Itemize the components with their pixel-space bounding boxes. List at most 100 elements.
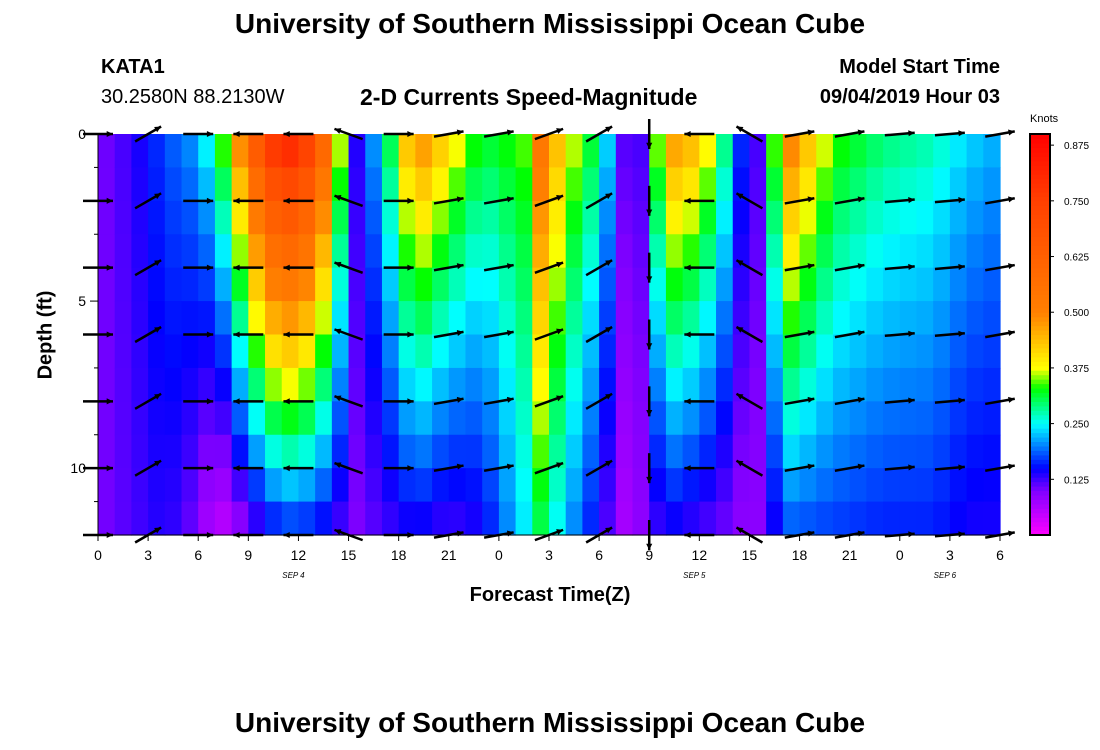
heatmap-cell [114, 401, 133, 436]
heatmap-cell [799, 468, 817, 503]
heatmap-cell [716, 367, 734, 402]
heatmap-cell [532, 367, 550, 402]
heatmap-cell [231, 301, 249, 336]
model-start-label: Model Start Time [839, 56, 1000, 78]
heatmap-cell [231, 468, 249, 503]
heatmap-cell [832, 267, 851, 302]
heatmap-cell [315, 167, 333, 202]
heatmap-cell [966, 167, 984, 202]
heatmap-cell [381, 167, 400, 202]
colorbar-segment [1030, 485, 1050, 492]
heatmap-cell [398, 267, 416, 302]
colorbar-segment [1030, 209, 1050, 215]
heatmap-cell [448, 401, 467, 436]
heatmap-cell [916, 134, 934, 169]
current-vector-head [605, 126, 613, 133]
heatmap-cell [766, 267, 784, 302]
heatmap-cell [849, 134, 867, 169]
heatmap-cell [665, 367, 684, 402]
heatmap-cell [198, 367, 216, 402]
heatmap-cell [766, 134, 784, 169]
colorbar-segment [1030, 294, 1050, 300]
heatmap-cell [398, 334, 416, 369]
current-vector-head [154, 193, 162, 200]
heatmap-cell [933, 401, 951, 436]
heatmap-cell [265, 367, 283, 402]
current-vector-head [233, 465, 240, 472]
heatmap-cell [98, 267, 116, 302]
current-vector-head [646, 276, 653, 283]
current-vector-head [646, 209, 653, 216]
heatmap-cell [515, 401, 533, 436]
heatmap-cell [465, 134, 483, 169]
heatmap-cell [532, 501, 550, 536]
model-start-time: 09/04/2019 Hour 03 [819, 86, 1000, 108]
heatmap-cell [181, 367, 199, 402]
heatmap-cell [331, 200, 350, 235]
heatmap-cell [883, 301, 901, 336]
heatmap-cell [883, 367, 901, 402]
heatmap-cell [649, 367, 667, 402]
colorbar-units: Knots [1030, 113, 1059, 125]
colorbar-segment [1030, 419, 1050, 425]
heatmap-cell [148, 434, 166, 469]
heatmap-cell [164, 434, 183, 469]
colorbar-segment [1030, 468, 1050, 474]
current-vector-head [807, 329, 815, 336]
colorbar-segment [1030, 183, 1050, 189]
heatmap-cell [732, 334, 751, 369]
current-vector-head [908, 531, 915, 538]
current-vector-head [334, 395, 342, 402]
current-vector-head [334, 261, 342, 268]
heatmap-cell [615, 401, 634, 436]
heatmap-cell [766, 501, 784, 536]
colorbar-tick-label: 0.500 [1064, 308, 1089, 319]
heatmap-cell [331, 367, 350, 402]
heatmap-cell [265, 234, 283, 269]
heatmap-cell [398, 167, 416, 202]
heatmap-cell [348, 234, 366, 269]
heatmap-cell [849, 234, 867, 269]
heatmap-cell [699, 301, 717, 336]
heatmap-cell [482, 200, 500, 235]
heatmap-cell [883, 267, 901, 302]
colorbar-segment [1030, 490, 1050, 496]
heatmap-cell [532, 434, 550, 469]
current-vector-head [456, 329, 464, 336]
page-title: University of Southern Mississippi Ocean… [234, 8, 866, 39]
current-vector-head [407, 531, 414, 539]
heatmap-cell [415, 267, 433, 302]
heatmap-cell [832, 200, 851, 235]
current-vector-head [506, 329, 514, 336]
heatmap-cell [248, 468, 266, 503]
current-vector-head [206, 264, 214, 271]
heatmap-cell [899, 200, 918, 235]
heatmap-cell [782, 501, 801, 536]
heatmap-cell [699, 234, 717, 269]
colorbar-segment [1030, 307, 1050, 313]
current-vector-head [334, 328, 342, 335]
heatmap-cell [766, 434, 784, 469]
heatmap-cell [665, 267, 684, 302]
heatmap-cell [265, 301, 283, 336]
current-vector-head [605, 393, 613, 400]
colorbar-segment [1030, 214, 1050, 220]
heatmap-cell [415, 367, 433, 402]
heatmap-cell [782, 200, 801, 235]
heatmap-cell [716, 468, 734, 503]
current-vector-head [684, 197, 691, 204]
colorbar-segment [1030, 441, 1050, 447]
heatmap-cell [866, 401, 884, 436]
heatmap-cell [816, 434, 834, 469]
heatmap-cell [682, 301, 700, 336]
heatmap-cell [782, 434, 801, 469]
x-tick-label: 3 [144, 547, 152, 563]
colorbar-segment [1030, 392, 1050, 398]
heatmap-cell [599, 134, 617, 169]
current-vector-head [736, 527, 744, 534]
colorbar-segment [1030, 428, 1050, 434]
colorbar-tick-label: 0.875 [1064, 141, 1089, 152]
heatmap-cell [415, 468, 433, 503]
heatmap-cell [515, 301, 533, 336]
heatmap-cell [348, 367, 366, 402]
